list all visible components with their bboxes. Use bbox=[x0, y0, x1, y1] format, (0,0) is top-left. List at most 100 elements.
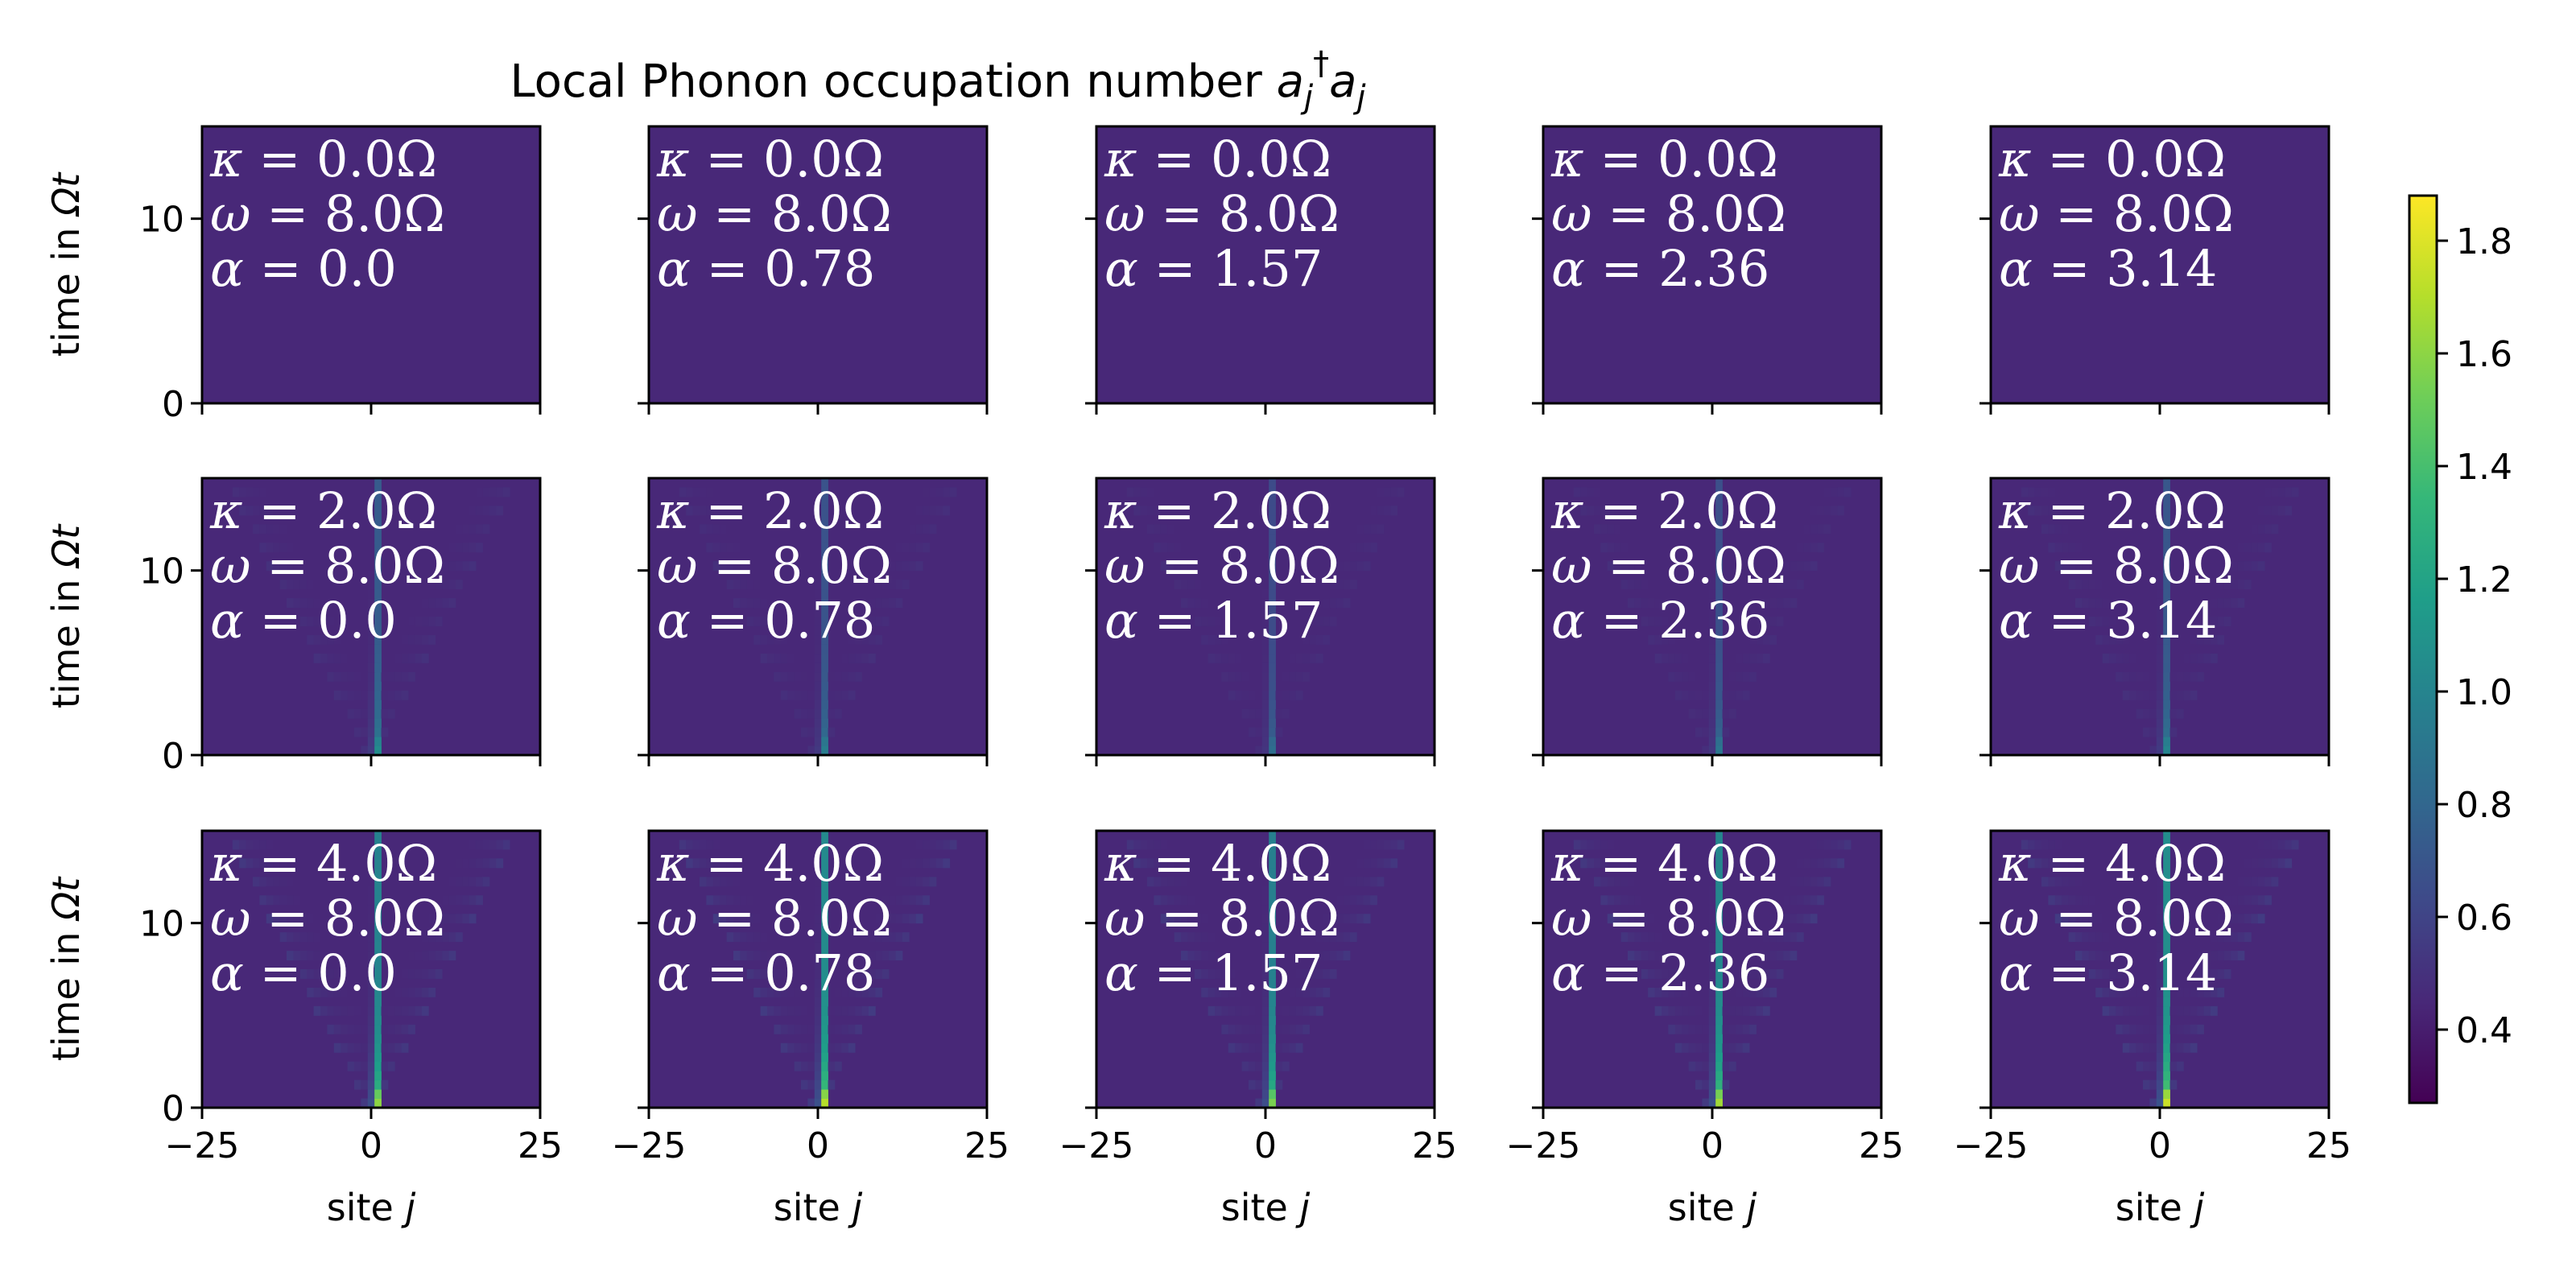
heatmap-cell bbox=[869, 653, 876, 663]
heatmap-cell bbox=[2169, 690, 2178, 700]
heatmap-cell bbox=[1715, 506, 1723, 516]
heatmap-cell bbox=[2116, 634, 2124, 645]
heatmap-cell bbox=[2156, 663, 2164, 673]
heatmap-cell bbox=[861, 653, 869, 663]
heatmap-cell bbox=[1715, 607, 1723, 617]
heatmap-cell bbox=[287, 895, 294, 906]
heatmap-cell bbox=[394, 1042, 402, 1053]
heatmap-cell bbox=[726, 895, 734, 906]
heatmap-cell bbox=[1620, 895, 1629, 906]
heatmap-cell bbox=[902, 895, 910, 906]
heatmap-cell bbox=[1140, 840, 1148, 850]
heatmap-cell bbox=[1174, 580, 1182, 590]
heatmap-cell bbox=[2257, 506, 2265, 516]
heatmap-cell bbox=[2149, 1080, 2157, 1090]
heatmap-cell bbox=[2217, 914, 2225, 924]
heatmap-cells bbox=[1126, 831, 1405, 1108]
heatmap-cell bbox=[2211, 932, 2218, 943]
heatmap-cell bbox=[1194, 951, 1202, 961]
panel-annotation: α = 0.0 bbox=[210, 239, 397, 298]
heatmap-cell bbox=[1628, 580, 1635, 590]
heatmap-cell bbox=[821, 487, 828, 497]
heatmap-cell bbox=[1607, 914, 1615, 924]
heatmap-cell bbox=[1370, 877, 1377, 887]
heatmap-cell bbox=[814, 895, 822, 906]
heatmap-cell bbox=[2156, 1034, 2164, 1044]
heatmap-cell bbox=[1803, 561, 1811, 572]
heatmap-cell bbox=[239, 506, 246, 516]
heatmap-cell bbox=[2211, 598, 2218, 609]
heatmap-cell bbox=[1803, 914, 1811, 924]
heatmap-cell bbox=[1269, 904, 1276, 914]
heatmap-cell bbox=[1682, 690, 1689, 700]
heatmap-cell bbox=[374, 506, 382, 516]
heatmap-cell bbox=[327, 1005, 335, 1016]
heatmap-cell bbox=[2102, 598, 2110, 609]
heatmap-cell bbox=[1167, 895, 1174, 906]
heatmap-cell bbox=[367, 1089, 375, 1100]
heatmap-cell bbox=[1249, 708, 1256, 719]
heatmap-cell bbox=[923, 524, 930, 535]
heatmap-cell bbox=[374, 1061, 382, 1071]
heatmap-cell bbox=[2109, 634, 2116, 645]
heatmap-cell bbox=[1620, 914, 1629, 924]
heatmap-cell bbox=[2291, 487, 2299, 497]
heatmap-cell bbox=[2231, 561, 2238, 572]
heatmap-cell bbox=[700, 858, 707, 869]
heatmap-cell bbox=[2231, 914, 2238, 924]
heatmap-cell bbox=[1729, 708, 1736, 719]
heatmap-cell bbox=[780, 653, 788, 663]
heatmap-cell bbox=[435, 580, 443, 590]
heatmap-cell bbox=[367, 708, 375, 719]
heatmap-cell bbox=[374, 1052, 382, 1063]
heatmap-cell bbox=[895, 598, 903, 609]
heatmap-cell bbox=[333, 690, 341, 700]
heatmap-cell bbox=[1702, 1042, 1710, 1053]
heatmap-cell bbox=[1641, 617, 1649, 626]
heatmap-cell bbox=[1154, 524, 1162, 535]
heatmap-cell bbox=[361, 1024, 369, 1034]
heatmap-cell bbox=[408, 1024, 415, 1034]
heatmap-cell bbox=[2244, 877, 2252, 887]
heatmap-cell bbox=[2143, 671, 2150, 682]
heatmap-cell bbox=[2163, 895, 2170, 906]
heatmap-cell bbox=[692, 487, 700, 497]
heatmap-cells bbox=[679, 478, 957, 755]
heatmap-cell bbox=[1269, 543, 1276, 553]
heatmap-cell bbox=[814, 1024, 822, 1034]
heatmap-cell bbox=[1261, 708, 1269, 719]
heatmap-cell bbox=[1708, 1005, 1716, 1016]
heatmap-cell bbox=[2183, 671, 2191, 682]
heatmap-cell bbox=[2177, 690, 2184, 700]
heatmap-cell bbox=[448, 914, 456, 924]
heatmap-cell bbox=[807, 1042, 815, 1053]
heatmap-cell bbox=[2203, 1005, 2211, 1016]
heatmap-cell bbox=[1269, 598, 1276, 609]
heatmap-cell bbox=[733, 914, 741, 924]
heatmap-cell bbox=[821, 690, 828, 700]
heatmap-cell bbox=[2163, 727, 2170, 737]
heatmap-cell bbox=[1708, 588, 1716, 599]
heatmap-cell bbox=[1715, 840, 1723, 850]
heatmap-cell bbox=[401, 969, 409, 979]
heatmap-cell bbox=[374, 867, 382, 877]
heatmap-cell bbox=[2156, 625, 2164, 636]
heatmap-cell bbox=[1269, 941, 1276, 952]
heatmap-cell bbox=[1235, 671, 1242, 682]
heatmap-cell bbox=[746, 951, 754, 961]
heatmap-cell bbox=[2163, 1089, 2170, 1100]
heatmap-cell bbox=[1147, 840, 1154, 850]
heatmap-cell bbox=[1587, 840, 1595, 850]
heatmap-cell bbox=[949, 840, 957, 850]
heatmap-cell bbox=[239, 840, 246, 850]
heatmap-cell bbox=[875, 598, 883, 609]
heatmap-cell bbox=[307, 951, 314, 961]
heatmap-cell bbox=[361, 690, 369, 700]
heatmap-cell bbox=[462, 895, 470, 906]
heatmap-cell bbox=[2163, 671, 2170, 682]
heatmap-cell bbox=[909, 543, 917, 553]
heatmap-cell bbox=[1235, 1005, 1242, 1016]
heatmap-cell bbox=[1580, 487, 1587, 497]
heatmap-cell bbox=[1261, 1089, 1269, 1100]
heatmap-cell bbox=[1309, 634, 1317, 645]
